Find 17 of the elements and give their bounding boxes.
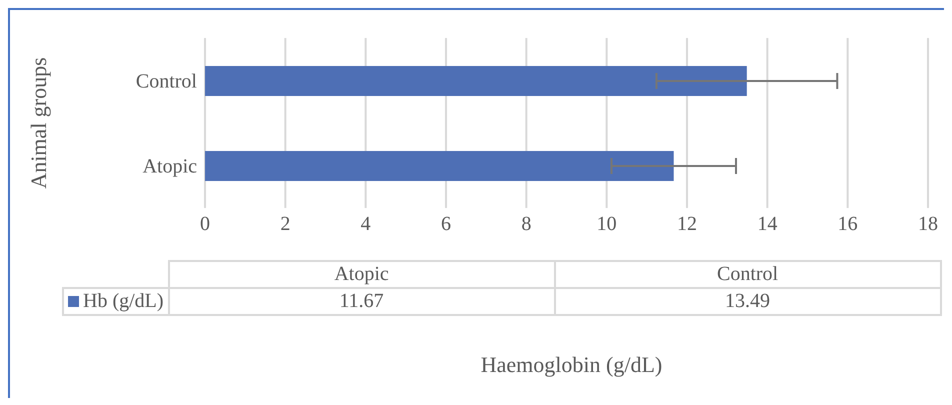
x-tick-label: 8 [521, 213, 532, 236]
x-tick-label: 2 [280, 213, 290, 236]
x-tick-label: 18 [918, 213, 938, 236]
x-tick-label: 0 [200, 213, 210, 236]
x-tick-label: 10 [596, 213, 617, 236]
category-label: Atopic [334, 263, 389, 285]
x-tick-label: 6 [441, 213, 451, 236]
text: 13.49 [554, 288, 941, 315]
text: 11.67 [168, 288, 555, 315]
x-tick-label: 14 [757, 213, 778, 236]
category-label: Control [716, 263, 778, 285]
x-tick-label: 12 [677, 213, 697, 236]
x-tick-label: 16 [838, 213, 858, 236]
x-tick-label: 4 [360, 213, 371, 236]
y-axis-title: Animal groups [26, 57, 51, 189]
legend-label: Hb (g/dL) [63, 288, 169, 315]
text: Haemoglobin (g/dL) [480, 352, 664, 378]
